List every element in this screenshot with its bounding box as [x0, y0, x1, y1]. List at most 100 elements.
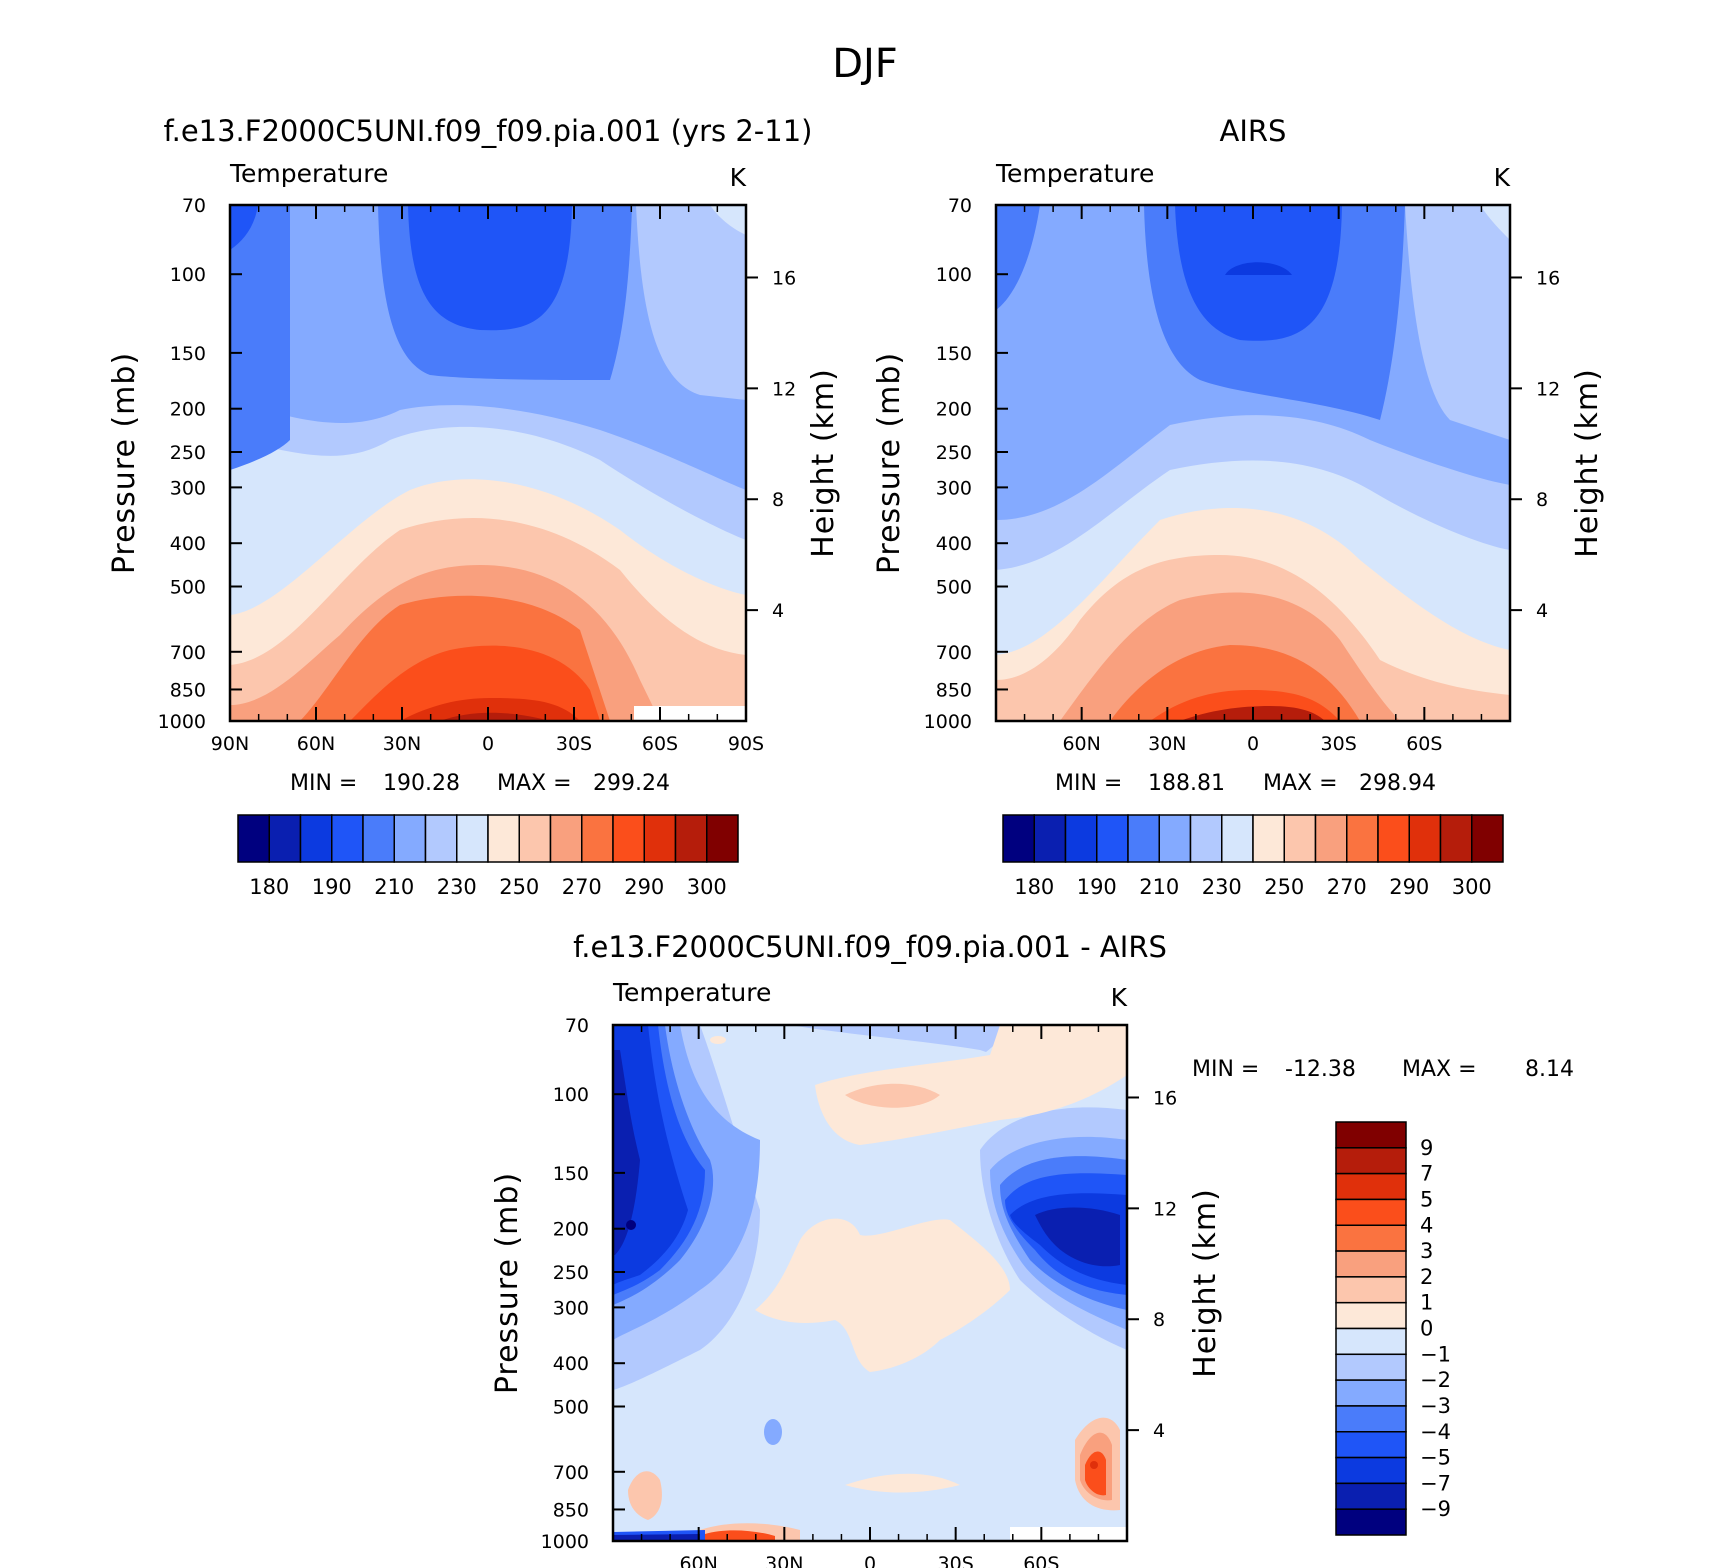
colorbar-box — [1335, 1301, 1407, 1330]
pressure-tick-label: 70 — [182, 195, 206, 217]
pressure-tick-label: 700 — [170, 642, 206, 664]
panel-diff-title: f.e13.F2000C5UNI.f09_f09.pia.001 - AIRS — [573, 930, 1167, 964]
colorbar-label: 210 — [374, 875, 414, 899]
colorbar-label: 290 — [624, 875, 664, 899]
height-tick-label: 16 — [1536, 267, 1560, 289]
latitude-tick-label: 90N — [211, 733, 249, 755]
panel-diff: f.e13.F2000C5UNI.f09_f09.pia.001 - AIRS … — [490, 930, 1574, 1568]
latitude-tick-label: 0 — [864, 1553, 876, 1568]
colorbar-box — [1335, 1353, 1407, 1381]
colorbar-box — [1335, 1456, 1407, 1485]
colorbar-label: 300 — [687, 875, 727, 899]
height-tick-label: 12 — [772, 378, 796, 400]
height-tick-label: 16 — [772, 267, 796, 289]
colorbar-box — [1377, 814, 1410, 863]
panel-diff-units-label: K — [1111, 983, 1128, 1012]
latitude-tick-label: 60S — [1023, 1553, 1059, 1568]
colorbar-box — [237, 814, 270, 863]
panel-obs-units-label: K — [1494, 163, 1511, 192]
pressure-tick-label: 850 — [170, 679, 206, 701]
panel-obs-axes: 70 100 150 200 250 300 400 500 700 850 1000 16 12 8 4 6… — [924, 195, 1561, 755]
pressure-tick-label: 500 — [553, 1397, 589, 1419]
latitude-tick-label: 60S — [642, 733, 678, 755]
pressure-tick-label: 300 — [936, 477, 972, 499]
colorbar-box — [581, 814, 614, 863]
colorbar-label: 250 — [499, 875, 539, 899]
colorbar-label: −1 — [1420, 1342, 1451, 1366]
panel-diff-ylabel: Pressure (mb) — [490, 1172, 525, 1394]
pressure-tick-label: 200 — [170, 399, 206, 421]
panel-obs-y2label: Height (km) — [1570, 368, 1605, 558]
pressure-tick-label: 850 — [553, 1499, 589, 1521]
panel-model-y2label: Height (km) — [806, 368, 841, 558]
colorbar-box — [1314, 814, 1348, 863]
colorbar-box — [1335, 1379, 1407, 1407]
height-tick-label: 8 — [1536, 489, 1548, 511]
panel-obs-min-label: MIN = — [1055, 771, 1122, 796]
colorbar-box — [1408, 814, 1442, 863]
colorbar-label: 270 — [1327, 875, 1367, 899]
colorbar-label: −3 — [1420, 1394, 1451, 1418]
panel-obs-variable-label: Temperature — [995, 159, 1154, 188]
panel-model-max-value: 299.24 — [593, 771, 670, 796]
colorbar-label: 0 — [1420, 1317, 1433, 1341]
colorbar-box — [1335, 1508, 1407, 1536]
panel-diff-field — [613, 1025, 1127, 1541]
panel-obs-min-value: 188.81 — [1148, 771, 1225, 796]
colorbar-box — [331, 814, 364, 863]
colorbar-label: 9 — [1420, 1136, 1433, 1160]
panel-obs-ylabel: Pressure (mb) — [872, 352, 907, 574]
latitude-tick-label: 30S — [556, 733, 592, 755]
latitude-tick-label: 30S — [1321, 733, 1357, 755]
colorbar-label: 2 — [1420, 1265, 1433, 1289]
latitude-tick-label: 30N — [383, 733, 421, 755]
pressure-tick-label: 200 — [553, 1219, 589, 1241]
latitude-tick-label: 0 — [1247, 733, 1259, 755]
panel-diff-min-label: MIN = — [1192, 1057, 1259, 1082]
latitude-tick-label: 60N — [1062, 733, 1100, 755]
height-tick-label: 8 — [772, 489, 784, 511]
colorbar-label: 190 — [312, 875, 352, 899]
colorbar-box — [299, 814, 333, 863]
panel-model-min-label: MIN = — [290, 771, 357, 796]
panel-diff-min-value: -12.38 — [1285, 1057, 1356, 1082]
pressure-tick-label: 200 — [936, 399, 972, 421]
colorbar-box — [674, 814, 708, 863]
colorbar-box — [362, 814, 395, 863]
height-tick-label: 16 — [1153, 1087, 1177, 1109]
colorbar-box — [1096, 814, 1129, 863]
pressure-tick-label: 700 — [553, 1462, 589, 1484]
colorbar-label: −9 — [1420, 1497, 1451, 1521]
pressure-tick-label: 250 — [936, 442, 972, 464]
colorbar-box — [424, 814, 458, 863]
colorbar-label: 7 — [1420, 1162, 1433, 1186]
colorbar-box — [487, 814, 520, 863]
pressure-tick-label: 100 — [553, 1084, 589, 1106]
latitude-tick-label: 30N — [765, 1553, 803, 1568]
pressure-tick-label: 1000 — [158, 711, 206, 733]
panel-model-units-label: K — [730, 163, 747, 192]
pressure-tick-label: 300 — [553, 1297, 589, 1319]
pressure-tick-label: 500 — [936, 577, 972, 599]
panel-obs: AIRS Temperature K 70 100 150 200 250 300 400 5… — [872, 114, 1605, 899]
panel-model-variable-label: Temperature — [229, 159, 388, 188]
latitude-tick-label: 60S — [1406, 733, 1442, 755]
colorbar-label: 4 — [1420, 1213, 1433, 1237]
colorbar-label: −7 — [1420, 1471, 1451, 1495]
colorbar-box — [1335, 1224, 1407, 1252]
latitude-tick-label: 0 — [482, 733, 494, 755]
colorbar-label: 250 — [1264, 875, 1304, 899]
height-tick-label: 4 — [772, 600, 784, 622]
pressure-tick-label: 150 — [170, 343, 206, 365]
pressure-tick-label: 70 — [565, 1015, 589, 1037]
colorbar-label: −2 — [1420, 1368, 1451, 1392]
pressure-tick-label: 400 — [170, 533, 206, 555]
colorbar-label: 5 — [1420, 1187, 1433, 1211]
colorbar-box — [1346, 814, 1379, 863]
panel-diff-variable-label: Temperature — [612, 978, 771, 1007]
panel-obs-max-label: MAX = — [1263, 771, 1338, 796]
pressure-tick-label: 100 — [170, 264, 206, 286]
colorbar-box — [393, 814, 427, 863]
